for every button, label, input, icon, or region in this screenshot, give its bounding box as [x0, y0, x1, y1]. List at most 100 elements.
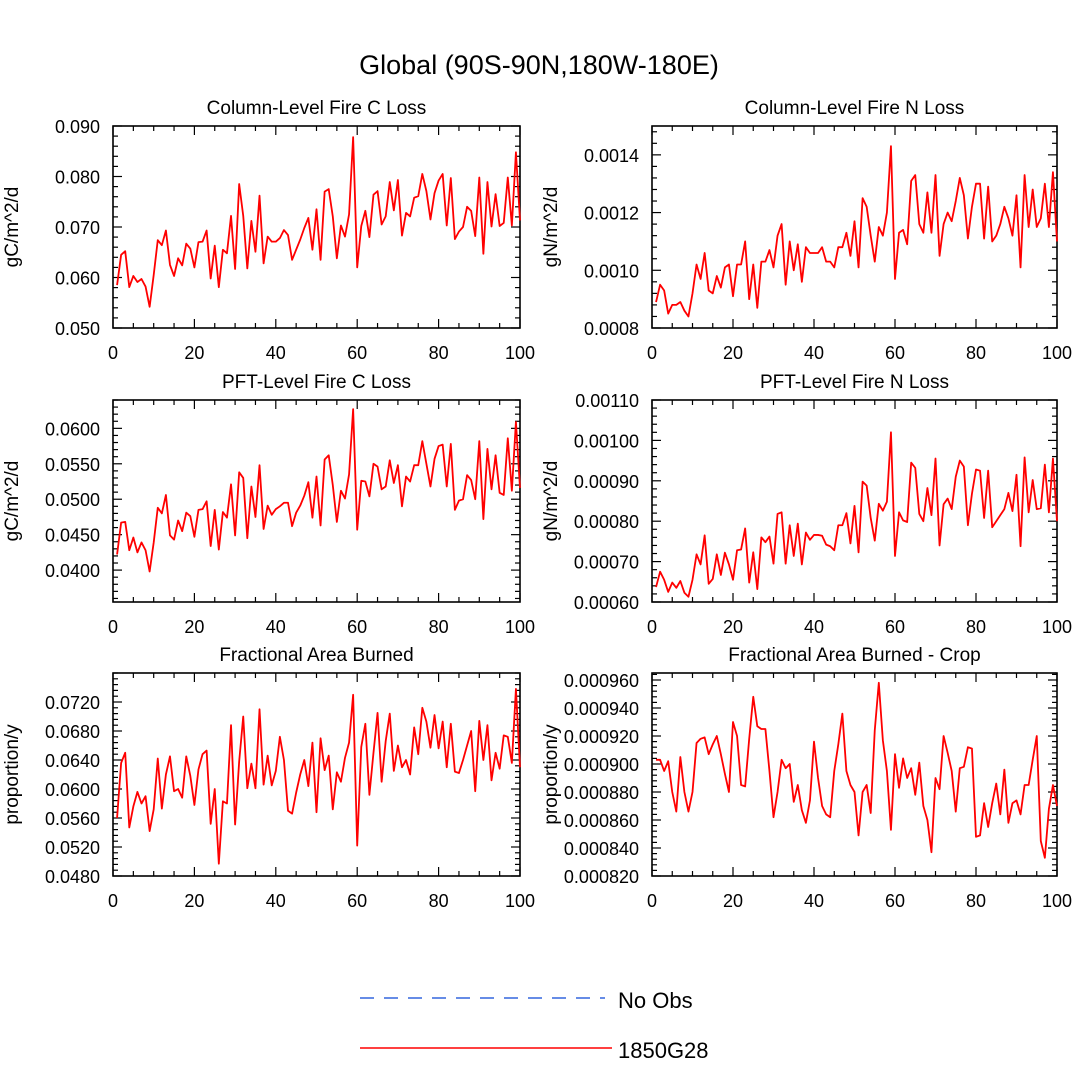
y-tick-label: 0.0500: [45, 490, 100, 510]
chart-title: PFT-Level Fire C Loss: [222, 372, 411, 393]
y-tick-label: 0.000880: [564, 783, 639, 803]
y-axis-label: gC/m^2/d: [2, 461, 23, 542]
chart-pft-level-fire-c-loss: PFT-Level Fire C Loss gC/m^2/d 0 20 40 60 80 10…: [2, 372, 535, 637]
x-tick-label: 40: [266, 617, 286, 637]
y-axis-label: proportion/y: [541, 724, 562, 825]
plot-frame: [651, 672, 1058, 877]
x-tick-label: 40: [804, 891, 824, 911]
x-tick-label: 40: [266, 891, 286, 911]
y-tick-label: 0.0550: [45, 455, 100, 475]
y-tick-label: 0.0450: [45, 526, 100, 546]
y-tick-label: 0.000960: [564, 671, 639, 691]
chart-title: Fractional Area Burned - Crop: [728, 645, 980, 666]
series-line-1850g28: [116, 408, 521, 573]
y-tick-label: 0.000840: [564, 839, 639, 859]
y-tick-label: 0.0680: [45, 722, 100, 742]
x-tick-label: 0: [108, 343, 118, 363]
x-tick-label: 100: [1042, 891, 1072, 911]
y-tick-label: 0.060: [55, 269, 100, 289]
figure-title: Global (90S-90N,180W-180E): [359, 50, 719, 80]
series-line-1850g28: [116, 688, 521, 865]
x-tick-label: 0: [647, 343, 657, 363]
plot-frame: [112, 672, 521, 877]
x-tick-label: 100: [505, 343, 535, 363]
y-tick-label: 0.00090: [574, 472, 639, 492]
x-tick-label: 60: [347, 343, 367, 363]
legend-1850g28-label: 1850G28: [618, 1038, 709, 1063]
y-tick-label: 0.00070: [574, 553, 639, 573]
y-tick-label: 0.0600: [45, 780, 100, 800]
x-tick-label: 80: [429, 343, 449, 363]
x-tick-label: 0: [647, 617, 657, 637]
chart-pft-level-fire-n-loss: PFT-Level Fire N Loss gN/m^2/d 0 20 40 60 80 10…: [541, 372, 1072, 637]
x-tick-label: 20: [184, 617, 204, 637]
y-tick-label: 0.000900: [564, 755, 639, 775]
y-tick-label: 0.050: [55, 319, 100, 339]
chart-fractional-area-burned: Fractional Area Burned proportion/y 0 20 40 6…: [2, 645, 535, 911]
chart-column-level-fire-n-loss: Column-Level Fire N Loss gN/m^2/d 0 20 40 60 8…: [541, 98, 1072, 363]
series-line-1850g28: [656, 681, 1058, 859]
y-axis-label: gN/m^2/d: [541, 187, 562, 268]
chart-fractional-area-burned-crop: Fractional Area Burned - Crop proportion/…: [541, 645, 1072, 911]
x-tick-label: 80: [429, 617, 449, 637]
x-tick-label: 80: [966, 891, 986, 911]
y-tick-label: 0.090: [55, 117, 100, 137]
y-tick-label: 0.0720: [45, 693, 100, 713]
y-tick-label: 0.00060: [574, 593, 639, 613]
y-axis-label: gN/m^2/d: [541, 461, 562, 542]
x-tick-label: 80: [966, 617, 986, 637]
y-tick-label: 0.0400: [45, 561, 100, 581]
plot-frame: [651, 399, 1058, 603]
y-tick-label: 0.080: [55, 168, 100, 188]
x-tick-label: 60: [885, 343, 905, 363]
y-axis-label: gC/m^2/d: [2, 187, 23, 268]
chart-column-level-fire-c-loss: Column-Level Fire C Loss gC/m^2/d 0 20 40 60 8…: [2, 98, 535, 363]
y-tick-label: 0.000860: [564, 811, 639, 831]
chart-title: Column-Level Fire N Loss: [745, 98, 965, 119]
x-tick-label: 0: [108, 891, 118, 911]
x-tick-label: 60: [347, 891, 367, 911]
series-line-1850g28: [655, 431, 1058, 598]
legend: No Obs 1850G28: [360, 988, 709, 1063]
legend-no-obs-label: No Obs: [618, 988, 693, 1013]
x-tick-label: 80: [429, 891, 449, 911]
chart-title: Fractional Area Burned: [219, 645, 413, 666]
y-tick-label: 0.00100: [574, 431, 639, 451]
x-tick-label: 100: [505, 891, 535, 911]
x-tick-label: 80: [966, 343, 986, 363]
y-tick-label: 0.0640: [45, 751, 100, 771]
x-tick-label: 60: [347, 617, 367, 637]
chart-title: Column-Level Fire C Loss: [207, 98, 427, 119]
x-tick-label: 100: [505, 617, 535, 637]
x-tick-label: 20: [184, 891, 204, 911]
y-tick-label: 0.070: [55, 218, 100, 238]
x-tick-label: 0: [108, 617, 118, 637]
y-tick-label: 0.00080: [574, 512, 639, 532]
y-tick-label: 0.0010: [584, 261, 639, 281]
x-tick-label: 20: [184, 343, 204, 363]
x-tick-label: 40: [804, 343, 824, 363]
x-tick-label: 100: [1042, 617, 1072, 637]
y-tick-label: 0.0014: [584, 146, 639, 166]
y-tick-label: 0.0560: [45, 809, 100, 829]
y-tick-label: 0.0480: [45, 867, 100, 887]
y-tick-label: 0.0520: [45, 838, 100, 858]
x-tick-label: 60: [885, 891, 905, 911]
y-tick-label: 0.000920: [564, 727, 639, 747]
series-line-1850g28: [116, 136, 521, 308]
y-tick-label: 0.00110: [575, 391, 639, 411]
y-tick-label: 0.0600: [45, 419, 100, 439]
y-tick-label: 0.000820: [564, 867, 639, 887]
x-tick-label: 0: [647, 891, 657, 911]
chart-title: PFT-Level Fire N Loss: [760, 372, 949, 393]
series-line-1850g28: [655, 145, 1058, 318]
x-tick-label: 20: [723, 891, 743, 911]
x-tick-label: 20: [723, 343, 743, 363]
y-axis-label: proportion/y: [2, 724, 23, 825]
x-tick-label: 100: [1042, 343, 1072, 363]
y-tick-label: 0.000940: [564, 699, 639, 719]
plot-frame: [112, 125, 521, 329]
x-tick-label: 40: [804, 617, 824, 637]
y-tick-label: 0.0008: [584, 319, 639, 339]
